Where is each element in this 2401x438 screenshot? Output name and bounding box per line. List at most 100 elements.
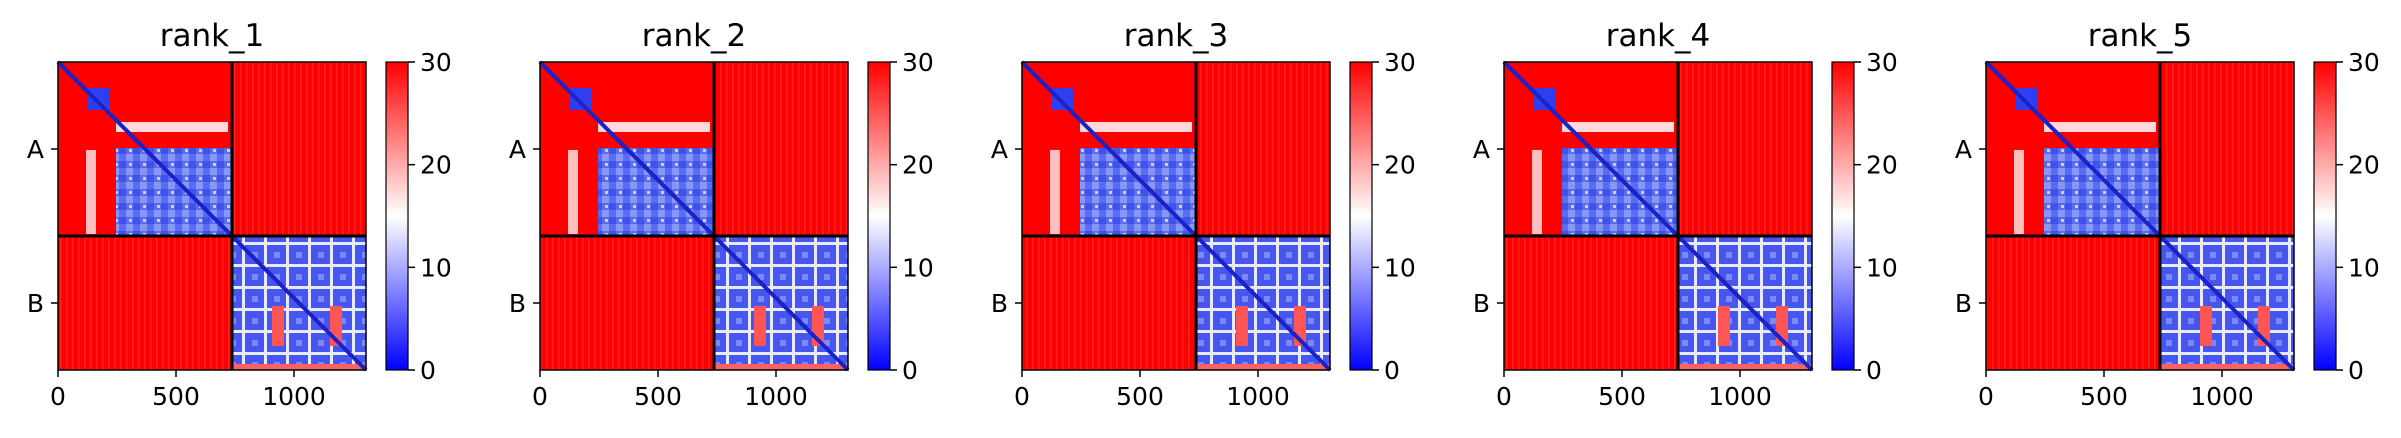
block-b-patch	[1718, 306, 1730, 346]
plot-frame	[1503, 61, 1813, 371]
block-a-domain	[2016, 88, 2038, 110]
subplot-title: rank_1	[160, 18, 265, 54]
x-tick-label: 0	[1014, 382, 1030, 411]
block-a-b	[232, 62, 366, 236]
block-a-core	[598, 148, 714, 236]
x-tick-label: 500	[2080, 382, 2128, 411]
block-b-edge	[1196, 364, 1330, 370]
colorbar-tick-label: 10	[420, 253, 452, 282]
y-tick-label: A	[1955, 135, 1972, 164]
colorbar-tick-label: 10	[902, 253, 934, 282]
colorbar: 0 10 20 30	[867, 48, 934, 385]
block-a-band	[2044, 122, 2156, 132]
pae-heatmap	[56, 60, 368, 372]
colorbar-tick-label: 10	[1866, 253, 1898, 282]
block-b-patch	[272, 306, 284, 346]
block-b-edge	[2160, 364, 2294, 370]
colorbar-tick-label: 30	[2348, 48, 2380, 77]
block-a-b	[1678, 62, 1812, 236]
y-tick-label: B	[991, 289, 1008, 318]
block-b-patch	[754, 306, 766, 346]
block-b-a	[540, 236, 714, 370]
x-tick-label: 0	[50, 382, 66, 411]
colorbar-tick-label: 0	[902, 356, 918, 385]
colorbar-tick-label: 0	[420, 356, 436, 385]
x-tick-label: 1000	[744, 382, 808, 411]
colorbar-gradient	[1831, 61, 1855, 371]
colorbar: 0 10 20 30	[1349, 48, 1416, 385]
subplot-rank_4: rank_4 A B 0 500 1000 0 10 20 30	[1473, 18, 1898, 411]
block-b-patch	[2200, 306, 2212, 346]
diagonal	[1984, 60, 2296, 372]
y-tick-label: A	[1473, 135, 1490, 164]
x-tick-label: 0	[1978, 382, 1994, 411]
colorbar-tick-label: 30	[1384, 48, 1416, 77]
y-tick-label: A	[991, 135, 1008, 164]
pae-heatmap	[538, 60, 850, 372]
block-a-domain	[570, 88, 592, 110]
diagonal	[538, 60, 850, 372]
colorbar-tick-label: 0	[1384, 356, 1400, 385]
subplot-rank_5: rank_5 A B 0 500 1000 0 10 20 30	[1955, 18, 2380, 411]
block-b-a	[1986, 236, 2160, 370]
colorbar-tick-label: 20	[1384, 151, 1416, 180]
x-tick-label: 1000	[1708, 382, 1772, 411]
plot-frame	[1985, 61, 2295, 371]
colorbar: 0 10 20 30	[2313, 48, 2380, 385]
subplot-title: rank_5	[2088, 18, 2193, 54]
colorbar-gradient	[1349, 61, 1373, 371]
x-tick-label: 500	[1598, 382, 1646, 411]
subplot-title: rank_4	[1606, 18, 1711, 54]
colorbar-gradient	[867, 61, 891, 371]
block-a-core	[116, 148, 232, 236]
subplot-title: rank_2	[642, 18, 747, 54]
block-b-edge	[714, 364, 848, 370]
plot-frame	[539, 61, 849, 371]
colorbar-tick-label: 0	[2348, 356, 2364, 385]
block-a-domain	[1534, 88, 1556, 110]
x-tick-label: 1000	[1226, 382, 1290, 411]
subplot-rank_3: rank_3 A B 0 500 1000 0 10 20 30	[991, 18, 1416, 411]
block-a-domain	[88, 88, 110, 110]
block-b-edge	[1678, 364, 1812, 370]
colorbar: 0 10 20 30	[385, 48, 452, 385]
colorbar-tick-label: 20	[2348, 151, 2380, 180]
block-a-band	[1080, 122, 1192, 132]
block-a-band-v	[2014, 150, 2024, 234]
block-a-b	[1196, 62, 1330, 236]
y-tick-label: B	[27, 289, 44, 318]
block-a-core	[1562, 148, 1678, 236]
diagonal	[1502, 60, 1814, 372]
colorbar-tick-label: 10	[2348, 253, 2380, 282]
x-tick-label: 0	[532, 382, 548, 411]
diagonal	[1020, 60, 1332, 372]
pae-heatmap	[1020, 60, 1332, 372]
y-tick-label: B	[1955, 289, 1972, 318]
colorbar-tick-label: 20	[420, 151, 452, 180]
x-tick-label: 1000	[262, 382, 326, 411]
y-tick-label: A	[27, 135, 44, 164]
block-a-band	[116, 122, 228, 132]
block-a-b	[714, 62, 848, 236]
plot-frame	[57, 61, 367, 371]
x-tick-label: 0	[1496, 382, 1512, 411]
block-a-band	[598, 122, 710, 132]
block-a-band-v	[86, 150, 96, 234]
block-a-domain	[1052, 88, 1074, 110]
colorbar-tick-label: 0	[1866, 356, 1882, 385]
pae-heatmap	[1502, 60, 1814, 372]
block-a-core	[2044, 148, 2160, 236]
subplot-rank_1: rank_1 A B 0 500 1000 0 10 20 30	[27, 18, 452, 411]
colorbar-tick-label: 20	[902, 151, 934, 180]
colorbar-gradient	[2313, 61, 2337, 371]
x-tick-label: 500	[1116, 382, 1164, 411]
y-tick-label: B	[1473, 289, 1490, 318]
colorbar-gradient	[385, 61, 409, 371]
x-tick-label: 1000	[2190, 382, 2254, 411]
x-tick-label: 500	[152, 382, 200, 411]
block-b-a	[1022, 236, 1196, 370]
x-tick-label: 500	[634, 382, 682, 411]
diagonal	[56, 60, 368, 372]
block-b-patch	[1236, 306, 1248, 346]
